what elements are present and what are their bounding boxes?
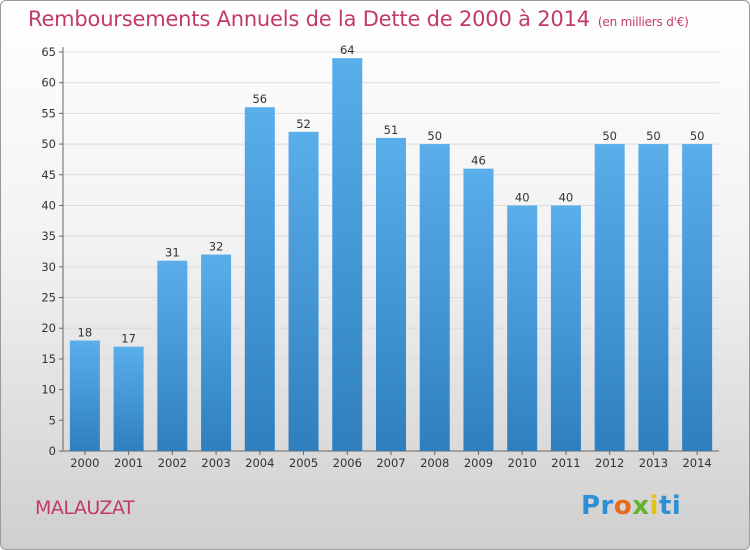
bar-2014 [682, 144, 713, 452]
bar-2007 [376, 137, 406, 451]
y-tick-label: 65 [41, 45, 56, 59]
bar-2006 [332, 58, 363, 452]
y-tick-label: 55 [41, 106, 56, 120]
bar-2002 [157, 260, 188, 451]
value-label-2003: 32 [209, 240, 224, 254]
bar-2008 [419, 144, 450, 452]
bar-2005 [288, 131, 319, 452]
commune-name: MALAUZAT [35, 497, 135, 519]
y-tick-label: 5 [49, 413, 56, 427]
value-label-2009: 46 [471, 154, 486, 168]
y-tick-label: 50 [41, 137, 56, 151]
value-label-2008: 50 [427, 129, 442, 143]
x-tick-label-2009: 2009 [464, 456, 493, 470]
bar-2010 [507, 205, 538, 451]
value-label-2013: 50 [646, 129, 661, 143]
x-tick-label-2013: 2013 [639, 456, 668, 470]
x-tick-label-2007: 2007 [376, 456, 405, 470]
y-tick-label: 10 [41, 383, 56, 397]
x-tick-label-2003: 2003 [201, 456, 230, 470]
x-tick-label-2014: 2014 [682, 456, 711, 470]
y-tick-label: 20 [41, 321, 56, 335]
x-tick-label-2008: 2008 [420, 456, 449, 470]
y-tick-label: 60 [41, 76, 56, 90]
bar-2001 [113, 346, 144, 451]
bars [69, 58, 713, 452]
y-tick-label: 35 [41, 229, 56, 243]
x-tick-label-2002: 2002 [158, 456, 187, 470]
y-tick-label: 45 [41, 168, 56, 182]
chart-title: Remboursements Annuels de la Dette de 20… [28, 7, 689, 31]
bar-2000 [69, 340, 100, 451]
bar-2013 [638, 144, 669, 452]
value-label-2000: 18 [78, 326, 93, 340]
unit-label: (en milliers d'€) [597, 15, 689, 29]
value-label-2014: 50 [690, 129, 705, 143]
x-tick-label-2000: 2000 [70, 456, 99, 470]
title-text: Remboursements Annuels de la Dette de 20… [28, 7, 590, 31]
value-label-2001: 17 [121, 332, 136, 346]
bar-2012 [594, 144, 625, 452]
x-tick-label-2011: 2011 [551, 456, 580, 470]
value-label-2006: 64 [340, 43, 355, 57]
value-label-2012: 50 [602, 129, 617, 143]
value-label-2010: 40 [515, 190, 530, 204]
bar-2009 [463, 168, 494, 451]
y-tick-labels: 0 5 10 15 20 25 30 35 40 45 50 55 60 65 [41, 45, 56, 458]
x-tick-label-2006: 2006 [333, 456, 362, 470]
bar-2011 [550, 205, 581, 451]
y-tick-label: 30 [41, 260, 56, 274]
y-tick-label: 15 [41, 352, 56, 366]
x-tick-label-2004: 2004 [245, 456, 274, 470]
x-tick-labels: 2000 2001 2002 2003 2004 2005 2006 2007 2008 2009… [70, 456, 712, 470]
value-label-2004: 56 [252, 92, 267, 106]
x-tick-label-2012: 2012 [595, 456, 624, 470]
value-labels: 18 17 31 32 56 52 64 51 50 46 40 40 50 50 50 [78, 43, 705, 346]
value-label-2007: 51 [384, 123, 399, 137]
y-tick-label: 0 [49, 444, 56, 458]
x-tick-label-2010: 2010 [508, 456, 537, 470]
bar-2004 [244, 107, 275, 451]
x-tick-label-2005: 2005 [289, 456, 318, 470]
x-tick-label-2001: 2001 [114, 456, 143, 470]
value-label-2011: 40 [559, 190, 574, 204]
y-tick-label: 40 [41, 198, 56, 212]
value-label-2002: 31 [165, 246, 180, 260]
y-tick-label: 25 [41, 291, 56, 305]
value-label-2005: 52 [296, 117, 311, 131]
bar-2003 [201, 254, 232, 451]
proxiti-logo: Proxiti [581, 491, 682, 521]
